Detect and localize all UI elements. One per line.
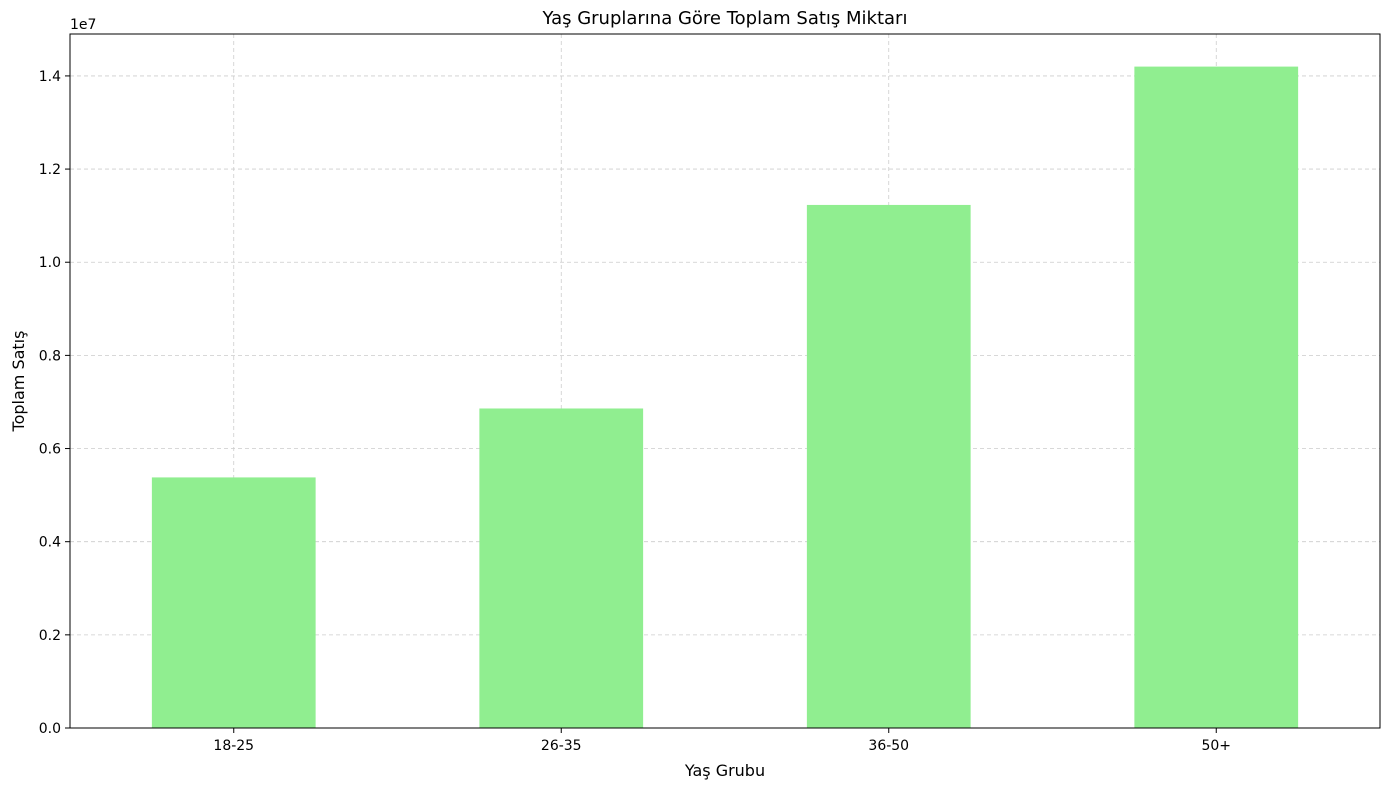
x-tick-label: 50+ [1201,738,1231,754]
y-tick-label: 1.0 [39,255,61,271]
x-tick-label: 36-50 [868,738,909,754]
x-tick-label: 26-35 [541,738,582,754]
y-tick-label: 1.4 [39,69,61,85]
tick-layer: 0.0 0.2 0.4 0.6 0.8 1.0 1.2 1.4 18-25 26-35 36-50 5… [39,69,1231,754]
x-tick-label: 18-25 [213,738,254,754]
bar-50+ [1134,66,1299,729]
y-tick-label: 0.6 [39,442,61,458]
y-tick-label: 0.0 [39,721,61,737]
bar-36-50 [806,204,971,729]
y-tick-label: 1.2 [39,162,61,178]
bar-26-35 [479,408,644,728]
y-tick-label: 0.4 [39,535,61,551]
y-axis-label: Toplam Satış [9,331,28,433]
bar-18-25 [151,477,316,728]
plot-frame [69,33,1381,729]
bar-layer [151,66,1299,729]
y-tick-label: 0.8 [39,348,61,364]
y-offset-label: 1e7 [70,17,96,33]
chart-title: Yaş Gruplarına Göre Toplam Satış Miktarı [542,8,908,29]
x-axis-label: Yaş Grubu [684,761,765,780]
y-tick-label: 0.2 [39,628,61,644]
